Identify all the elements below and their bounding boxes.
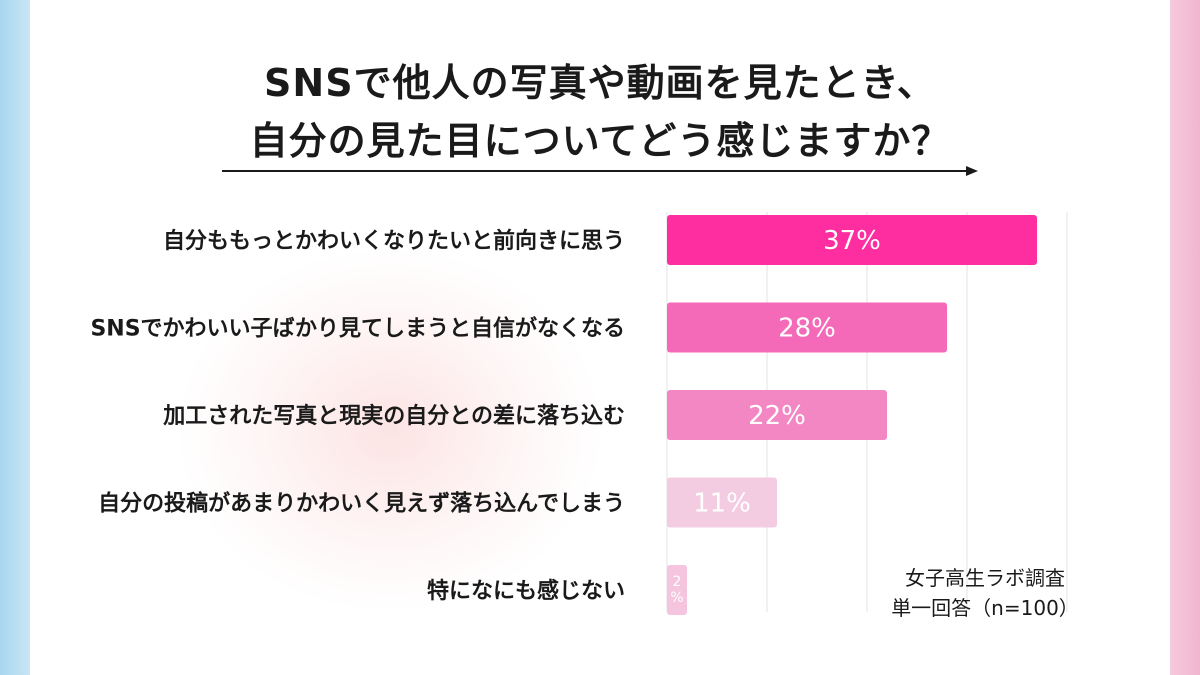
title-underline-arrow xyxy=(222,166,978,176)
value-label-2: 28% xyxy=(778,314,836,344)
category-label-4: 自分の投稿があまりかわいく見えず落ち込んでしまう xyxy=(98,491,625,517)
value-label-4: 11% xyxy=(693,489,751,519)
value-label-3: 22% xyxy=(748,401,806,431)
survey-source: 女子高生ラボ調査 xyxy=(905,566,1065,590)
bar-1 xyxy=(667,215,1037,265)
bars: 37% 28% 22% 11% 2% xyxy=(667,215,1037,615)
value-label-1: 37% xyxy=(823,226,881,256)
category-label-1: 自分ももっとかわいくなりたいと前向きに思う xyxy=(163,228,625,254)
survey-note: 女子高生ラボ調査 単一回答（n=100） xyxy=(870,563,1100,623)
bar-4 xyxy=(667,477,777,528)
category-label-2: SNSでかわいい子ばかり見てしまうと自信がなくなる xyxy=(90,316,625,342)
bar-2 xyxy=(667,302,947,353)
title-line-1: SNSで他人の写真や動画を見たとき、 xyxy=(264,61,936,105)
category-label-3: 加工された写真と現実の自分との差に落ち込む xyxy=(162,403,625,429)
category-label-5: 特になにも感じない xyxy=(427,578,625,604)
value-label-5: 2% xyxy=(670,574,683,606)
bar-5 xyxy=(667,565,687,615)
bar-3 xyxy=(667,390,887,440)
background-glow xyxy=(180,250,600,610)
survey-method: 単一回答（n=100） xyxy=(891,596,1079,620)
chart-card xyxy=(30,0,1170,675)
category-labels: 自分ももっとかわいくなりたいと前向きに思う SNSでかわいい子ばかり見てしまうと自… xyxy=(90,228,625,604)
title-line-2: 自分の見た目についてどう感じますか？ xyxy=(249,119,951,163)
